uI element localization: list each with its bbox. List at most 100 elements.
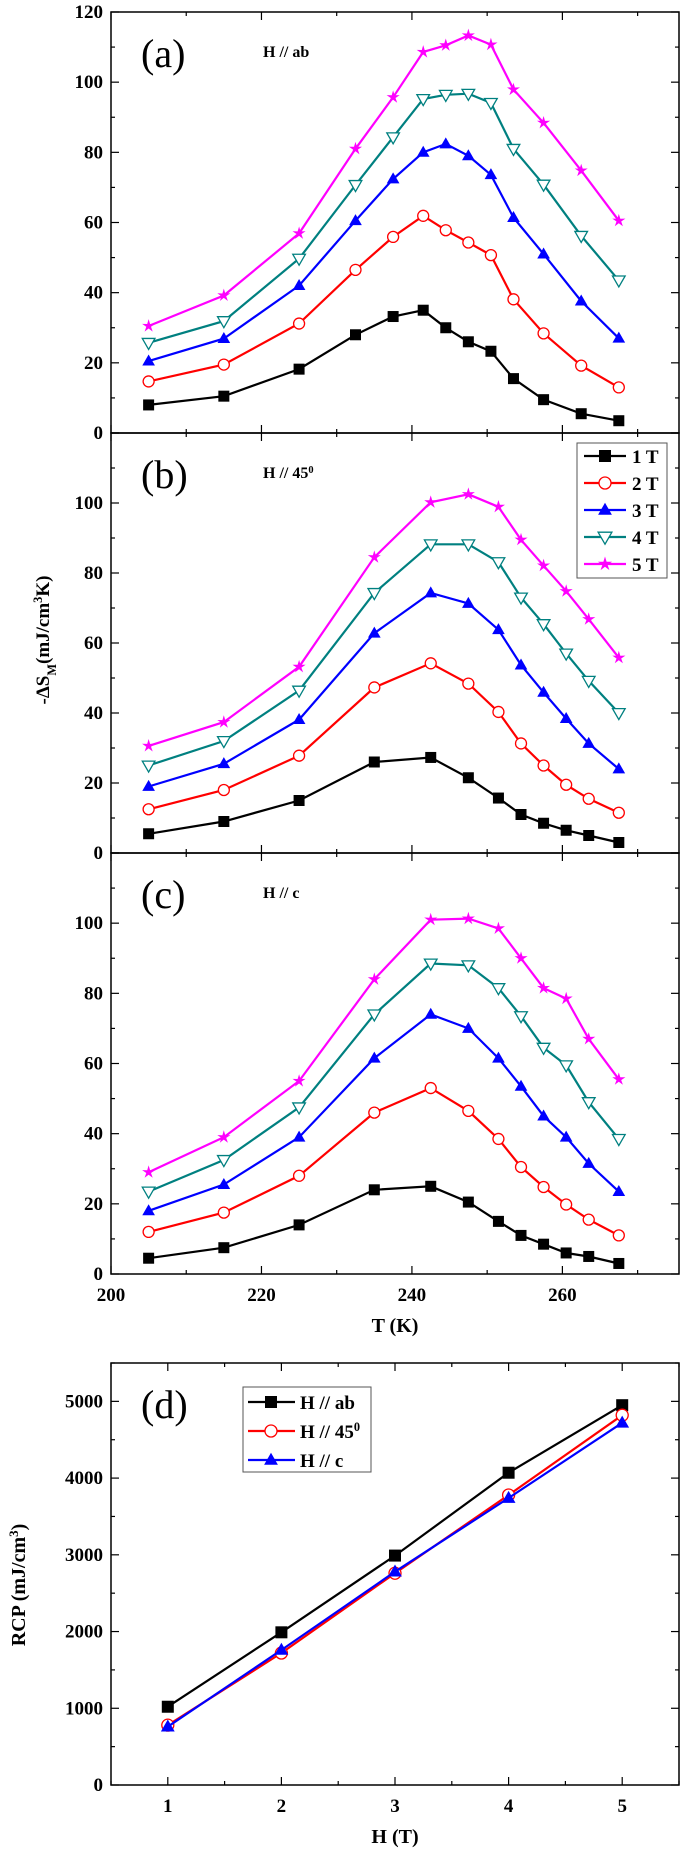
data-point <box>536 1042 552 1056</box>
legend-label: 1 T <box>632 447 659 468</box>
panel-label: (b) <box>141 452 188 497</box>
data-point <box>386 230 400 244</box>
y-tick-label-text: 120 <box>75 2 104 23</box>
legend-label: 4 T <box>632 528 659 549</box>
data-point <box>613 1257 625 1269</box>
y-tick-label-text: 3000 <box>65 1545 103 1566</box>
data-point <box>613 415 625 427</box>
y-tick-label-text: 100 <box>75 913 104 934</box>
data-point <box>349 214 362 226</box>
panel-annotation-sup: 0 <box>308 465 313 476</box>
legend-marker <box>598 476 612 490</box>
data-point <box>462 772 474 784</box>
data-point <box>582 736 596 748</box>
legend-marker <box>598 502 612 515</box>
data-point <box>507 82 520 96</box>
panel-annotation: H // ab <box>263 44 309 61</box>
data-point <box>293 1219 305 1231</box>
data-point <box>218 1242 230 1254</box>
data-point <box>537 327 550 340</box>
data-point <box>612 331 626 343</box>
data-point <box>291 685 307 699</box>
data-point <box>514 951 528 964</box>
data-point <box>514 737 528 750</box>
y-tick-label: 60 <box>84 1054 103 1075</box>
data-point <box>217 1206 230 1219</box>
y-tick-label-text: 20 <box>84 773 103 794</box>
series-4-t <box>141 539 627 774</box>
legend-label: 2 T <box>632 474 659 495</box>
panel-annotation-text: H // 45 <box>263 465 308 482</box>
data-point <box>537 981 551 994</box>
y-axis-label-sup: 3 <box>31 597 45 603</box>
data-point <box>612 806 625 819</box>
y-tick-label: 60 <box>84 633 103 654</box>
data-point <box>492 1132 505 1146</box>
data-point <box>217 1177 231 1189</box>
y-axis-label-sup: 3 <box>6 1530 21 1537</box>
data-point <box>350 329 362 341</box>
data-point <box>386 90 400 103</box>
y-tick-label: 80 <box>84 142 103 163</box>
data-point <box>537 558 551 572</box>
data-point <box>613 837 625 848</box>
legend-label: H // ab <box>300 1393 355 1414</box>
y-tick-label: 20 <box>84 1194 103 1215</box>
data-point <box>538 817 550 829</box>
panel-label: (d) <box>141 1382 188 1427</box>
data-point <box>218 816 230 827</box>
data-point <box>462 596 475 608</box>
data-point <box>507 210 520 222</box>
y-tick-label: 100 <box>75 493 104 514</box>
legend-label-text: H // 45 <box>300 1422 354 1443</box>
data-point <box>368 1106 381 1119</box>
data-point <box>612 762 626 774</box>
data-point <box>502 1466 515 1479</box>
data-point <box>514 532 528 546</box>
data-point <box>460 88 476 102</box>
x-tick-label-text: 5 <box>617 1796 627 1817</box>
data-point <box>143 1252 155 1264</box>
data-point <box>388 1564 402 1577</box>
y-axis-label-text: ) <box>8 1524 30 1531</box>
data-point <box>217 757 231 769</box>
panel-c: 0 20 40 60 80 100 200 220 240 260 T (K) (c) H // c <box>75 852 680 1337</box>
data-point <box>142 1165 156 1178</box>
y-tick-label: 5000 <box>65 1391 103 1412</box>
data-point <box>492 1051 505 1063</box>
data-point <box>583 830 595 841</box>
data-point <box>514 1079 528 1091</box>
data-point <box>485 345 497 357</box>
data-point <box>462 149 475 161</box>
y-tick-label: 3000 <box>65 1545 103 1566</box>
y-tick-label-text: 80 <box>84 983 103 1004</box>
data-point <box>367 1051 381 1063</box>
data-point <box>484 248 498 262</box>
x-tick-label: 220 <box>247 1285 276 1306</box>
data-point <box>275 1626 288 1639</box>
data-point <box>460 960 476 974</box>
data-point <box>491 921 505 934</box>
series-line <box>148 1013 620 1212</box>
y-tick-label-text: 1000 <box>65 1698 103 1719</box>
data-point <box>507 293 520 306</box>
data-point <box>217 715 231 728</box>
y-tick-label-text: 0 <box>94 843 104 864</box>
x-tick-label-text: 220 <box>247 1285 276 1306</box>
data-point <box>291 253 307 267</box>
panel-annotation: H // 450 <box>263 465 314 483</box>
y-tick-label-text: 100 <box>75 72 104 93</box>
data-point <box>389 1549 401 1562</box>
panel-annotation: H // c <box>263 885 299 902</box>
x-tick-label: 4 <box>504 1796 514 1817</box>
legend-label: H // 450 <box>300 1420 360 1443</box>
data-point <box>490 557 506 571</box>
data-point <box>513 1011 529 1025</box>
panel-label: (c) <box>141 872 185 917</box>
panel-d: 0 1000 2000 3000 4000 5000 1 2 3 4 5 H (T) (d) H // a… <box>6 1362 680 1848</box>
data-point <box>461 28 475 42</box>
panel-label-text: (a) <box>141 31 185 76</box>
series-line <box>148 493 620 747</box>
data-point <box>483 97 499 111</box>
